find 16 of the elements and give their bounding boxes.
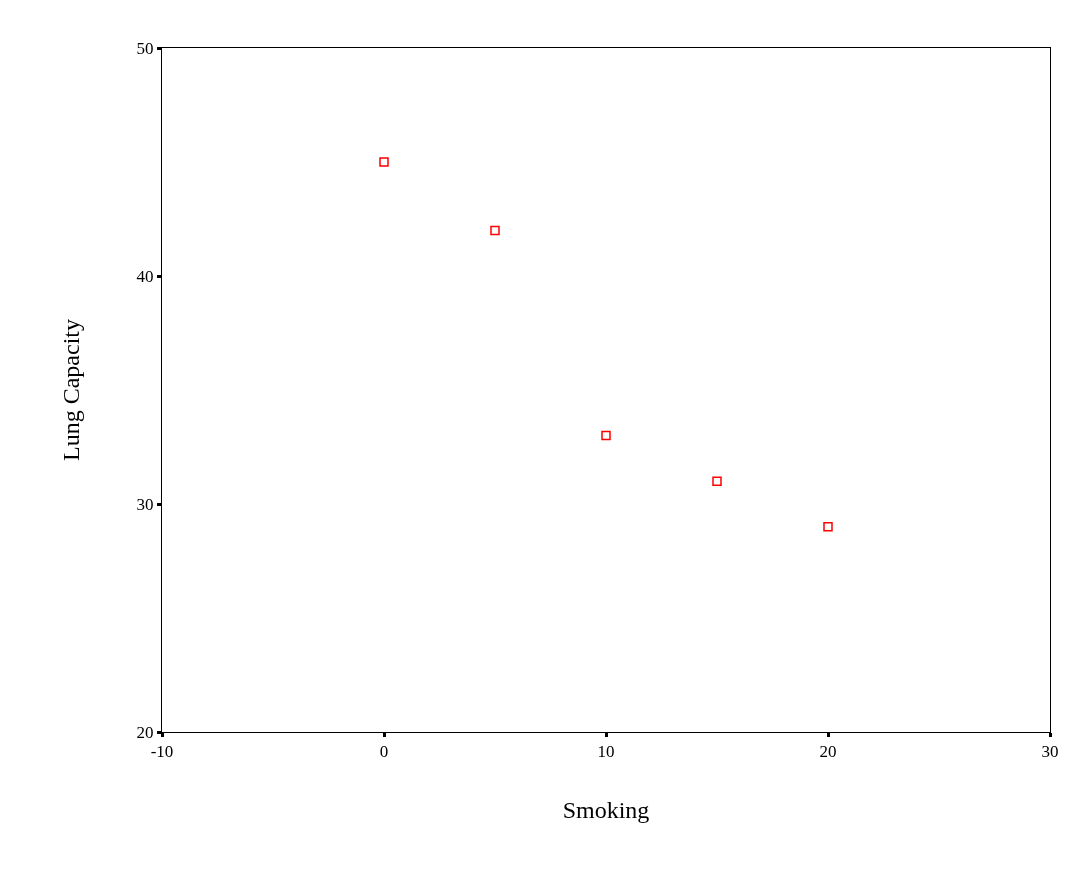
x-tick-label: 30 [1041, 742, 1059, 762]
y-tick-label: 20 [136, 722, 154, 742]
x-tick-label: 0 [379, 742, 389, 762]
point [823, 522, 833, 532]
x-tick-label: 20 [819, 742, 837, 762]
y-tick-label: 50 [136, 38, 154, 58]
point [601, 430, 611, 441]
point [490, 225, 500, 236]
x-tick-label: 10 [597, 742, 615, 762]
y-tick-label: 40 [136, 266, 154, 286]
x-tick-label: -10 [150, 742, 174, 762]
y-tick-label: 30 [136, 494, 154, 514]
x-axis-title: Smoking [562, 796, 650, 823]
point [379, 157, 389, 167]
point [712, 476, 722, 486]
y-axis-title: Lung Capacity [57, 319, 84, 461]
